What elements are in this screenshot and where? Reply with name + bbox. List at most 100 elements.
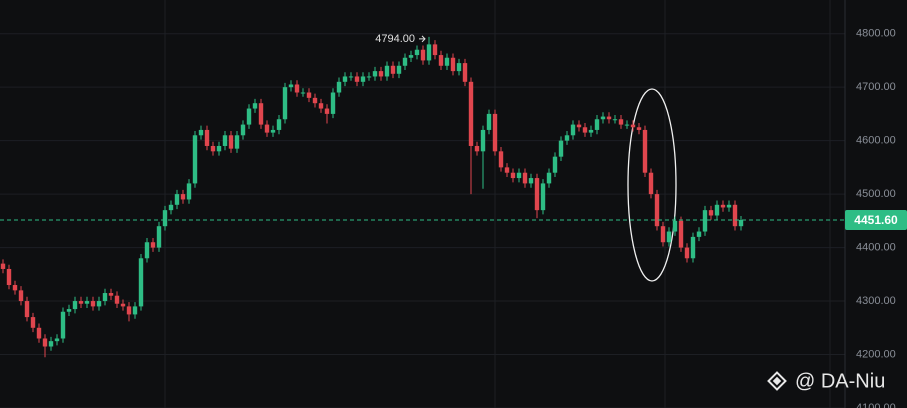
candle-body xyxy=(432,44,438,56)
candle-body xyxy=(456,63,462,72)
candle-body xyxy=(72,301,78,310)
candle-body xyxy=(102,293,108,302)
candle-body xyxy=(12,285,18,291)
candle-body xyxy=(156,226,162,248)
candle-body xyxy=(480,129,486,152)
candle-body xyxy=(186,183,192,200)
candle-body xyxy=(426,44,432,61)
candle-body xyxy=(720,204,726,208)
y-tick-label: 4200.00 xyxy=(856,348,896,360)
candle-body xyxy=(690,236,696,259)
candle-body xyxy=(0,263,6,269)
watermark-logo xyxy=(767,371,787,391)
candle-body xyxy=(606,116,612,120)
candle-body xyxy=(90,301,96,307)
candle-body xyxy=(510,172,516,179)
candle-body xyxy=(48,341,54,347)
candle-body xyxy=(60,311,66,339)
candle-body xyxy=(678,220,684,248)
candle-body xyxy=(144,242,150,259)
candle-body xyxy=(642,129,648,173)
candle-body xyxy=(714,204,720,216)
candle-body xyxy=(708,210,714,216)
candle-body xyxy=(630,124,636,128)
candle-body xyxy=(636,127,642,130)
candle-body xyxy=(342,76,348,82)
candle-body xyxy=(378,71,384,77)
candle-body xyxy=(216,145,222,152)
candle-body xyxy=(600,116,606,120)
y-tick-label: 4400.00 xyxy=(856,241,896,253)
candle-body xyxy=(414,49,420,56)
candle-body xyxy=(282,87,288,120)
time-grid xyxy=(164,0,831,408)
y-tick-label: 4300.00 xyxy=(856,295,896,307)
candle-body xyxy=(66,309,72,312)
y-tick-label: 4600.00 xyxy=(856,135,896,147)
candle-body xyxy=(162,210,168,227)
candle-body xyxy=(474,145,480,152)
candle-body xyxy=(666,231,672,243)
y-tick-label: 4100.00 xyxy=(856,402,896,408)
candle-body xyxy=(540,183,546,211)
y-tick-label: 4800.00 xyxy=(856,28,896,40)
candle-body xyxy=(210,145,216,152)
candle-body xyxy=(6,268,12,286)
candle-body xyxy=(420,49,426,61)
candle-body xyxy=(588,129,594,133)
candle-body xyxy=(468,81,474,146)
candle-body xyxy=(306,92,312,98)
candle-body xyxy=(318,103,324,109)
candle-body xyxy=(336,81,342,93)
candle-body xyxy=(462,63,468,82)
candle-body xyxy=(492,113,498,152)
candle-body xyxy=(18,290,24,302)
candle-body xyxy=(30,317,36,328)
candle-body xyxy=(450,57,456,72)
watermark: @ DA-Niu xyxy=(767,370,885,392)
candle-body xyxy=(654,194,660,227)
candle-body xyxy=(672,220,678,232)
candle-body xyxy=(732,204,738,227)
y-tick-label: 4700.00 xyxy=(856,81,896,93)
candle-body xyxy=(444,57,450,66)
candle-body xyxy=(348,76,354,78)
candle-body xyxy=(534,178,540,211)
candle-body xyxy=(36,327,42,339)
candle-body xyxy=(366,76,372,78)
candle-body xyxy=(132,306,138,315)
candle-body xyxy=(384,65,390,77)
candle-body xyxy=(294,84,300,93)
candle-body xyxy=(264,124,270,133)
candle-body xyxy=(648,172,654,195)
candle-body xyxy=(522,172,528,184)
candle-body xyxy=(252,103,258,109)
candle-body xyxy=(78,301,84,304)
candle-body xyxy=(222,135,228,146)
candle-body xyxy=(330,92,336,114)
candle-body xyxy=(570,124,576,136)
candle-body xyxy=(498,151,504,168)
candle-body xyxy=(696,231,702,237)
candle-body xyxy=(324,108,330,114)
candle-body xyxy=(504,167,510,173)
candle-body xyxy=(126,306,132,315)
candle-body xyxy=(360,76,366,82)
candle-body xyxy=(516,172,522,179)
candle-body xyxy=(558,140,564,157)
candle-body xyxy=(246,108,252,125)
high-marker-arrow xyxy=(419,35,426,43)
candle-body xyxy=(564,135,570,141)
candle-body xyxy=(408,55,414,58)
last-price-tag xyxy=(845,209,907,230)
candle-body xyxy=(354,76,360,82)
highlight-ellipse xyxy=(627,88,677,282)
candle-body xyxy=(258,103,264,125)
candle-body xyxy=(54,338,60,342)
candle-body xyxy=(312,97,318,104)
candle-body xyxy=(618,119,624,125)
candle-body xyxy=(24,301,30,318)
candle-body xyxy=(612,119,618,121)
candle-body xyxy=(270,129,276,133)
